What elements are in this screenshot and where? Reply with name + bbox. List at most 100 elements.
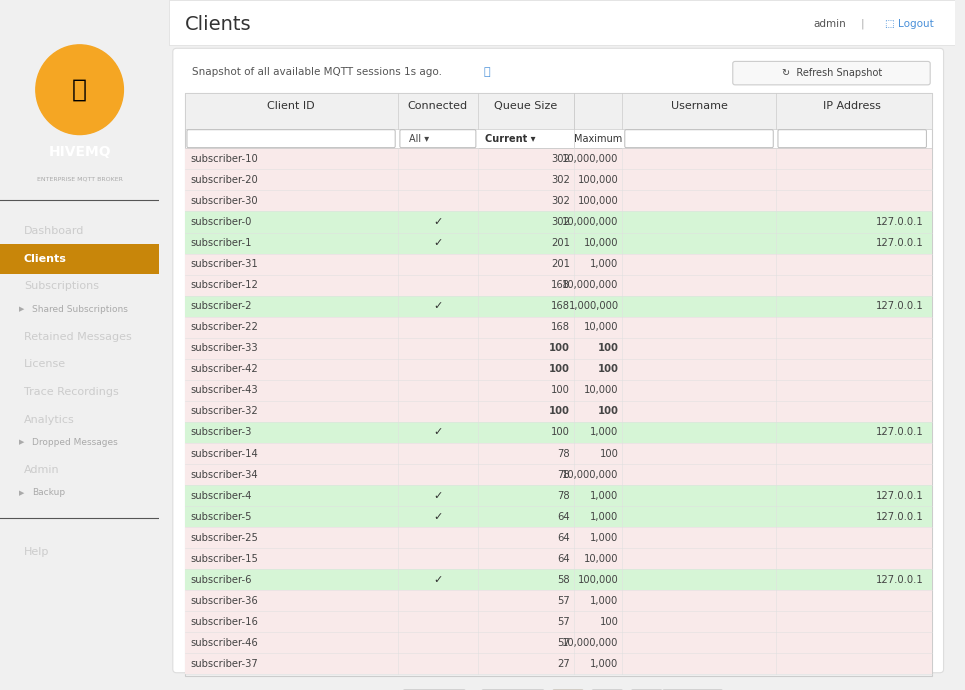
FancyBboxPatch shape	[732, 61, 930, 85]
Text: 10,000: 10,000	[584, 386, 619, 395]
Text: 100: 100	[549, 364, 570, 374]
FancyBboxPatch shape	[184, 169, 932, 190]
FancyBboxPatch shape	[184, 93, 932, 129]
Text: 10,000,000: 10,000,000	[563, 638, 619, 648]
Text: Retained Messages: Retained Messages	[24, 332, 131, 342]
Text: 10,000,000: 10,000,000	[563, 470, 619, 480]
FancyBboxPatch shape	[184, 464, 932, 485]
Text: 78: 78	[558, 491, 570, 500]
Text: 100: 100	[549, 406, 570, 416]
Text: 100: 100	[597, 406, 619, 416]
FancyBboxPatch shape	[184, 633, 932, 653]
Text: ✓: ✓	[433, 512, 443, 522]
Text: ✓: ✓	[433, 217, 443, 227]
Text: 127.0.0.1: 127.0.0.1	[875, 512, 924, 522]
Text: subscriber-5: subscriber-5	[190, 512, 252, 522]
Text: 10,000: 10,000	[584, 554, 619, 564]
Text: subscriber-33: subscriber-33	[190, 344, 258, 353]
FancyBboxPatch shape	[184, 422, 932, 443]
Text: 168: 168	[551, 280, 570, 290]
Text: subscriber-34: subscriber-34	[190, 470, 258, 480]
Text: 64: 64	[558, 533, 570, 542]
Text: ▶: ▶	[19, 306, 24, 312]
Text: ✓: ✓	[433, 302, 443, 311]
FancyBboxPatch shape	[184, 380, 932, 401]
FancyBboxPatch shape	[184, 148, 932, 169]
Text: Snapshot of all available MQTT sessions 1s ago.: Snapshot of all available MQTT sessions …	[192, 68, 443, 77]
Text: Backup: Backup	[32, 488, 65, 497]
Text: 127.0.0.1: 127.0.0.1	[875, 575, 924, 584]
Text: 10,000,000: 10,000,000	[563, 280, 619, 290]
Text: 1,000: 1,000	[591, 512, 619, 522]
Text: 302: 302	[551, 154, 570, 164]
FancyBboxPatch shape	[184, 317, 932, 338]
Text: 100: 100	[549, 344, 570, 353]
Text: 168: 168	[551, 302, 570, 311]
FancyBboxPatch shape	[187, 130, 396, 148]
Text: 100: 100	[597, 344, 619, 353]
Text: ❓: ❓	[483, 68, 490, 77]
Text: Dropped Messages: Dropped Messages	[32, 437, 118, 447]
Text: subscriber-14: subscriber-14	[190, 448, 258, 458]
Text: subscriber-3: subscriber-3	[190, 428, 252, 437]
Text: Clients: Clients	[24, 254, 67, 264]
Text: Maximum: Maximum	[574, 134, 622, 144]
Text: 127.0.0.1: 127.0.0.1	[875, 491, 924, 500]
Text: 64: 64	[558, 512, 570, 522]
Text: subscriber-0: subscriber-0	[190, 217, 252, 227]
Text: subscriber-12: subscriber-12	[190, 280, 258, 290]
Text: 1,000: 1,000	[591, 259, 619, 269]
FancyBboxPatch shape	[184, 443, 932, 464]
Text: Clients: Clients	[184, 14, 251, 34]
Text: 302: 302	[551, 217, 570, 227]
Text: |: |	[861, 19, 865, 30]
Text: 201: 201	[551, 238, 570, 248]
Text: 27: 27	[557, 659, 570, 669]
Text: subscriber-6: subscriber-6	[190, 575, 252, 584]
FancyBboxPatch shape	[184, 275, 932, 296]
FancyBboxPatch shape	[0, 244, 159, 274]
Text: subscriber-46: subscriber-46	[190, 638, 258, 648]
Text: subscriber-4: subscriber-4	[190, 491, 252, 500]
FancyBboxPatch shape	[184, 549, 932, 569]
FancyBboxPatch shape	[184, 591, 932, 611]
Text: 127.0.0.1: 127.0.0.1	[875, 302, 924, 311]
Text: 78: 78	[558, 448, 570, 458]
Text: 100: 100	[599, 448, 619, 458]
Text: 100,000: 100,000	[578, 575, 619, 584]
Text: Queue Size: Queue Size	[494, 101, 558, 110]
FancyBboxPatch shape	[184, 485, 932, 506]
Text: 100,000: 100,000	[578, 196, 619, 206]
Text: subscriber-30: subscriber-30	[190, 196, 258, 206]
FancyBboxPatch shape	[184, 506, 932, 527]
Text: ✓: ✓	[433, 238, 443, 248]
Text: 57: 57	[557, 617, 570, 627]
FancyBboxPatch shape	[184, 190, 932, 212]
Text: 127.0.0.1: 127.0.0.1	[875, 238, 924, 248]
Text: IP Address: IP Address	[823, 101, 881, 110]
Text: 10,000: 10,000	[584, 322, 619, 332]
Text: subscriber-2: subscriber-2	[190, 302, 252, 311]
Text: 78: 78	[558, 470, 570, 480]
Text: subscriber-32: subscriber-32	[190, 406, 258, 416]
Text: Username: Username	[671, 101, 728, 110]
Text: subscriber-20: subscriber-20	[190, 175, 258, 185]
Text: Connected: Connected	[408, 101, 468, 110]
Text: HIVEMQ: HIVEMQ	[48, 145, 111, 159]
Text: 1,000: 1,000	[591, 491, 619, 500]
Text: 1,000: 1,000	[591, 659, 619, 669]
Text: subscriber-25: subscriber-25	[190, 533, 258, 542]
Text: subscriber-42: subscriber-42	[190, 364, 258, 374]
Text: 58: 58	[558, 575, 570, 584]
Text: 100: 100	[551, 428, 570, 437]
Text: subscriber-10: subscriber-10	[190, 154, 258, 164]
Text: Subscriptions: Subscriptions	[24, 282, 98, 291]
Text: 201: 201	[551, 259, 570, 269]
Text: Help: Help	[24, 547, 49, 557]
Text: admin: admin	[813, 19, 846, 29]
Text: 57: 57	[557, 638, 570, 648]
Text: subscriber-31: subscriber-31	[190, 259, 258, 269]
Text: subscriber-15: subscriber-15	[190, 554, 258, 564]
Text: ENTERPRISE MQTT BROKER: ENTERPRISE MQTT BROKER	[37, 177, 123, 182]
Text: Current ▾: Current ▾	[484, 134, 535, 144]
